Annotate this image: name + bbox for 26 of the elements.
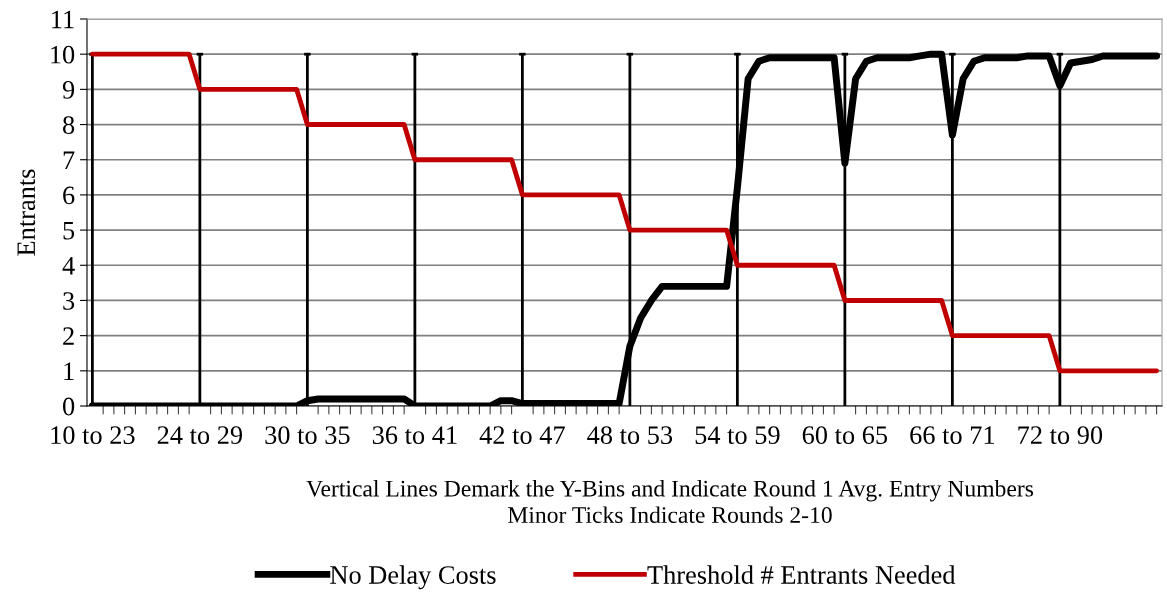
legend-label: No Delay Costs — [330, 565, 496, 590]
x-tick-label: 72 to 90 — [1018, 426, 1103, 445]
y-tick-label: 2 — [63, 327, 74, 345]
y-tick-label: 8 — [63, 116, 75, 134]
x-tick-label: 48 to 53 — [587, 426, 673, 445]
y-tick-label: 11 — [52, 10, 74, 29]
y-tick-label: 7 — [63, 151, 75, 169]
x-tick-label: 36 to 41 — [372, 426, 457, 445]
y-axis-title: Entrants — [17, 169, 36, 256]
y-tick-label: 1 — [64, 362, 74, 380]
y-tick-label: 5 — [63, 221, 75, 240]
x-tick-label: 30 to 35 — [265, 426, 350, 445]
x-tick-label: 42 to 47 — [479, 426, 565, 445]
legend-label: Threshold # Entrants Needed — [647, 565, 956, 584]
x-tick-label: 10 to 23 — [51, 426, 135, 445]
y-tick-label: 0 — [63, 397, 75, 416]
x-tick-label: 60 to 65 — [802, 426, 888, 445]
y-tick-label: 9 — [62, 81, 75, 99]
x-tick-label: 54 to 59 — [695, 426, 780, 445]
y-tick-label: 6 — [63, 186, 75, 205]
x-tick-label: 24 to 29 — [157, 426, 243, 445]
y-tick-label: 3 — [63, 292, 75, 310]
x-tick-label: 66 to 71 — [910, 426, 995, 445]
text: Vertical Lines Demark the Y-Bins and Indicate Round 1 Avg. Entry Numbers Minor Ticks Indicate Rounds 2-10 — [306, 480, 1034, 524]
y-tick-label: 10 — [51, 45, 75, 64]
y-tick-label: 4 — [62, 257, 75, 275]
